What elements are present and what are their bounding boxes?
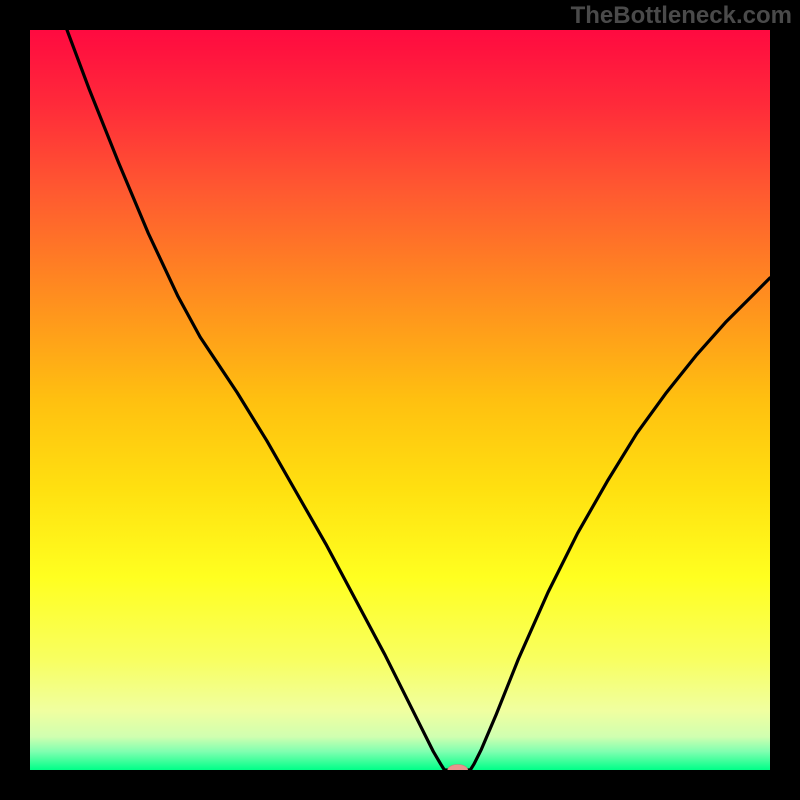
bottleneck-chart [0,0,800,800]
chart-container: TheBottleneck.com [0,0,800,800]
watermark-text: TheBottleneck.com [571,2,792,30]
chart-background-gradient [30,30,770,770]
